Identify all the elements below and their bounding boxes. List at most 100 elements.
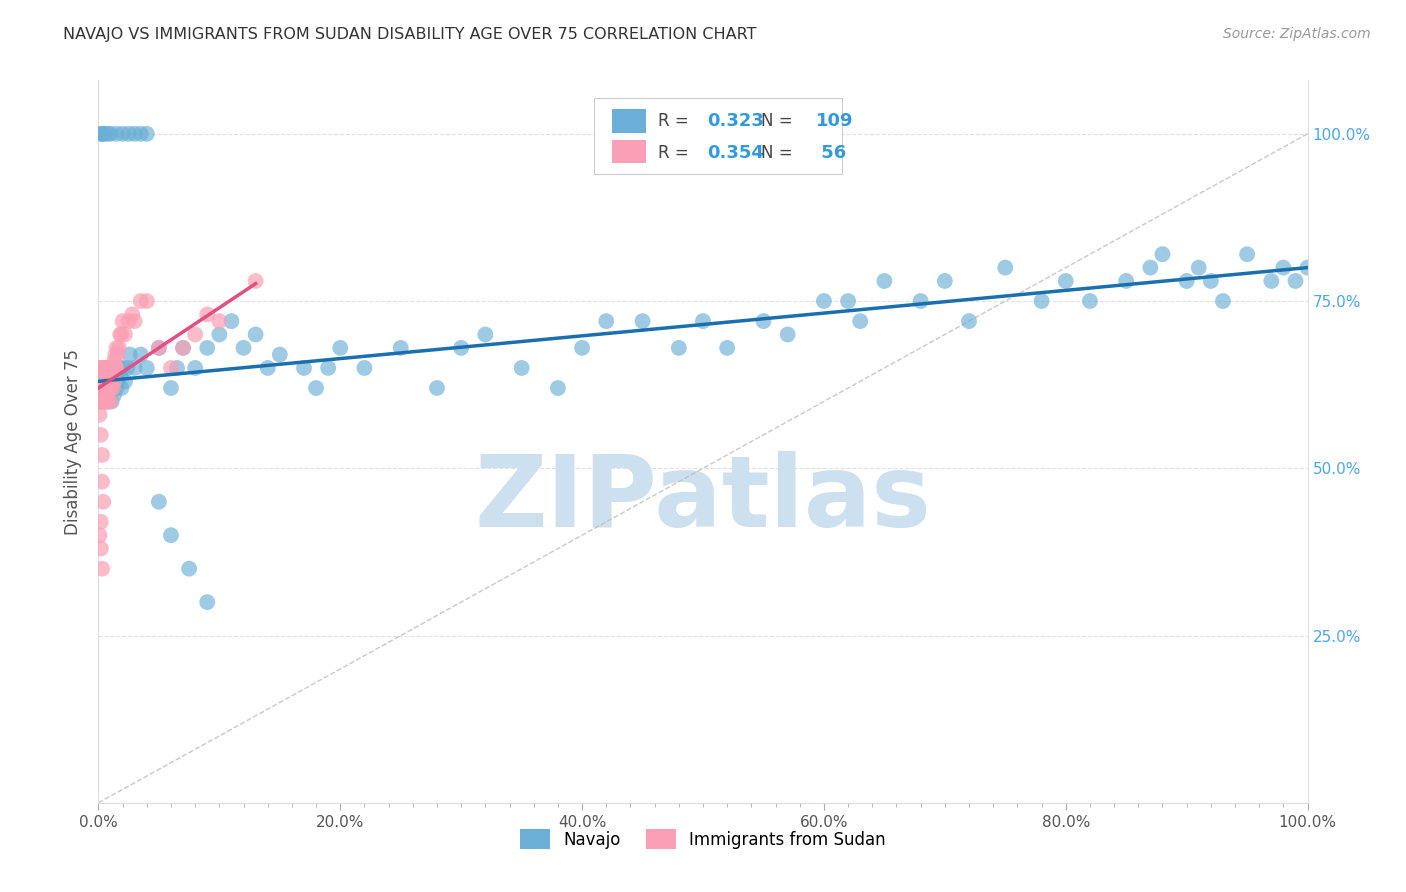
Point xyxy=(316,361,339,376)
Point xyxy=(103,387,125,401)
Point xyxy=(91,375,114,389)
Point xyxy=(118,314,141,328)
Point xyxy=(124,361,146,376)
Point xyxy=(269,348,291,362)
Point xyxy=(108,361,131,376)
Point xyxy=(292,361,315,376)
Point xyxy=(353,361,375,376)
Point xyxy=(103,375,125,389)
Point xyxy=(100,375,122,389)
Point xyxy=(208,314,231,328)
Point xyxy=(91,375,114,389)
Point xyxy=(256,361,278,376)
Text: N =: N = xyxy=(761,144,799,161)
Point xyxy=(90,515,112,529)
Point xyxy=(124,314,146,328)
Point xyxy=(105,127,128,141)
Point xyxy=(100,381,122,395)
Point xyxy=(97,375,120,389)
Point xyxy=(91,494,114,508)
Point xyxy=(1296,260,1319,275)
Point xyxy=(426,381,449,395)
Point xyxy=(89,381,111,395)
Point xyxy=(934,274,956,288)
Point xyxy=(111,361,134,376)
Point xyxy=(631,314,654,328)
Point xyxy=(595,314,617,328)
Point xyxy=(96,381,118,395)
Point xyxy=(89,361,111,376)
Text: Source: ZipAtlas.com: Source: ZipAtlas.com xyxy=(1223,27,1371,41)
Point xyxy=(245,327,267,342)
Point xyxy=(111,127,134,141)
Point xyxy=(1284,274,1306,288)
Point xyxy=(837,294,859,309)
Point xyxy=(101,381,124,395)
Point xyxy=(90,375,112,389)
Point xyxy=(148,341,170,355)
Point xyxy=(98,381,121,395)
Point xyxy=(97,127,120,141)
Bar xyxy=(613,109,647,133)
Text: 109: 109 xyxy=(815,112,853,130)
Point xyxy=(91,381,114,395)
Point xyxy=(1199,274,1222,288)
Point xyxy=(97,368,120,382)
Point xyxy=(104,361,127,376)
Point xyxy=(94,361,117,376)
Point xyxy=(994,260,1017,275)
Point xyxy=(96,368,118,382)
Legend: Navajo, Immigrants from Sudan: Navajo, Immigrants from Sudan xyxy=(513,822,893,856)
Point xyxy=(752,314,775,328)
Text: R =: R = xyxy=(658,144,695,161)
Point xyxy=(91,127,114,141)
Point xyxy=(98,375,121,389)
Text: 56: 56 xyxy=(815,144,846,161)
Point xyxy=(232,341,254,355)
Point xyxy=(101,361,124,376)
Point xyxy=(1139,260,1161,275)
Point xyxy=(135,294,157,309)
Point xyxy=(100,127,122,141)
Point xyxy=(100,368,122,382)
Text: ZIPatlas: ZIPatlas xyxy=(475,450,931,548)
Point xyxy=(93,375,115,389)
Point xyxy=(910,294,932,309)
Point xyxy=(91,368,114,382)
Point xyxy=(121,307,143,322)
Point xyxy=(179,562,201,576)
Point xyxy=(1175,274,1198,288)
Point xyxy=(510,361,533,376)
Point xyxy=(105,381,128,395)
Point xyxy=(160,381,183,395)
Point xyxy=(107,348,129,362)
Point xyxy=(389,341,412,355)
Point xyxy=(1054,274,1077,288)
Point xyxy=(129,127,152,141)
Point xyxy=(172,341,194,355)
Point xyxy=(957,314,980,328)
Point xyxy=(89,408,111,422)
Point xyxy=(91,127,114,141)
Point xyxy=(105,341,128,355)
Point xyxy=(1236,247,1258,261)
Point xyxy=(692,314,714,328)
Point xyxy=(100,375,122,389)
Point xyxy=(107,375,129,389)
Point xyxy=(329,341,352,355)
Point xyxy=(100,368,122,382)
Point xyxy=(1152,247,1174,261)
Point xyxy=(160,361,183,376)
Point xyxy=(129,294,152,309)
Point xyxy=(124,127,146,141)
Point xyxy=(849,314,872,328)
Point xyxy=(108,341,131,355)
Point xyxy=(108,327,131,342)
Point xyxy=(100,394,122,409)
Point xyxy=(97,381,120,395)
Point xyxy=(89,528,111,542)
Point xyxy=(97,361,120,376)
Point xyxy=(166,361,188,376)
Point xyxy=(104,348,127,362)
Point xyxy=(118,348,141,362)
